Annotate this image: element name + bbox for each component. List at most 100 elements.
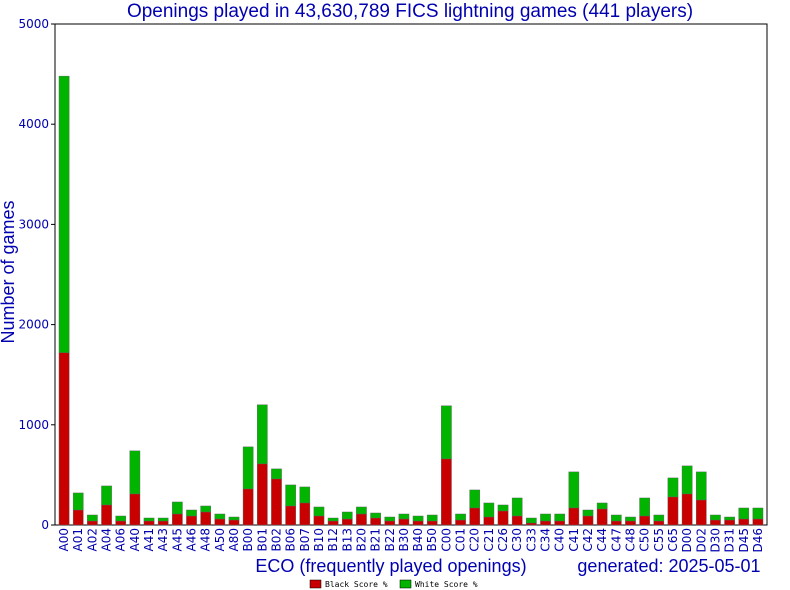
x-tick-label: C33 [524,528,538,552]
bar-black-score [526,522,537,526]
bar-black-score [511,515,523,526]
x-axis: A00 A01 A02 A04 A06 A40 A41 A43 A45 A46 A48 A50 A80 B… [57,528,765,553]
bar-white-score [313,506,325,517]
bar-black-score [724,519,735,526]
bar-white-score [568,471,580,509]
x-tick-label: D45 [737,528,751,553]
bar-black-score [611,520,622,526]
x-tick-label: B06 [284,528,298,552]
y-tick-label: 2000 [18,318,49,332]
bar-black-score [87,520,98,526]
x-tick-label: C47 [609,528,623,552]
bar-black-score [313,515,325,526]
x-tick-label: D31 [723,528,737,553]
bar-white-score [129,450,141,495]
bar-black-score [582,515,594,526]
bar-black-score [200,511,211,526]
plot-area [54,23,768,526]
bar-black-score [667,496,679,526]
x-axis-title: ECO (frequently played openings) [255,556,526,576]
x-tick-label: C00 [439,528,453,552]
bar-black-score [72,509,84,526]
x-tick-label: B12 [326,528,340,552]
y-tick-label: 5000 [18,17,49,31]
bar-white-score [356,506,367,515]
bar-white-score [172,501,183,515]
x-tick-label: A06 [114,528,128,551]
bar-white-score [115,515,127,522]
bar-black-score [469,507,481,526]
x-tick-label: A41 [142,528,156,551]
bar-black-score [398,518,410,526]
x-tick-label: D00 [680,528,694,553]
bar-black-score [157,520,169,526]
bar-white-score [384,516,396,522]
x-tick-label: B02 [269,528,283,552]
bar-white-score [186,509,197,517]
y-axis: 0 1000 2000 3000 4000 5000 [18,17,55,532]
bar-black-score [242,488,254,526]
x-tick-label: C34 [539,528,553,552]
bar-white-score [540,513,551,522]
bar-white-score [426,514,438,522]
bar-black-score [186,515,197,526]
bar-white-score [681,465,693,495]
x-tick-label: C50 [638,528,652,552]
bar-white-score [596,502,608,510]
x-tick-label: A46 [185,528,199,551]
bars [58,75,764,526]
bar-white-score [72,492,84,511]
bar-black-score [752,518,764,526]
bar-white-score [257,404,268,465]
legend: Black Score % White Score % [309,579,478,589]
bar-white-score [157,517,169,522]
bar-white-score [327,517,339,522]
bar-black-score [483,516,495,526]
bar-black-score [129,493,141,526]
bar-white-score [582,509,594,517]
y-tick-label: 0 [41,518,49,532]
x-tick-label: C65 [666,528,680,552]
bar-white-score [412,515,424,522]
x-tick-label: C40 [553,528,567,552]
bar-black-score [143,520,155,526]
bar-black-score [540,520,551,526]
y-tick-label: 4000 [18,117,49,131]
x-tick-label: A04 [100,528,114,551]
bar-white-score [710,514,721,521]
bar-white-score [299,486,311,504]
x-tick-label: A50 [213,528,227,551]
x-tick-label: A45 [170,528,184,551]
x-tick-label: D46 [751,528,765,553]
legend-swatch-white [399,579,412,589]
bar-white-score [242,446,254,490]
bar-white-score [497,504,509,512]
x-tick-label: C26 [496,528,510,552]
bar-black-score [271,478,282,526]
bar-white-score [738,507,750,520]
x-tick-label: C30 [510,528,524,552]
bar-black-score [625,520,636,526]
x-tick-label: B30 [397,528,411,552]
x-tick-label: B22 [383,528,397,552]
bar-white-score [526,517,537,524]
bar-white-score [370,512,381,519]
legend-label-black: Black Score % [325,580,388,589]
legend-swatch-black [309,579,322,589]
x-tick-label: B01 [255,528,269,552]
bar-black-score [214,518,226,526]
x-tick-label: C42 [581,528,595,552]
x-tick-label: C44 [595,528,609,552]
bar-black-score [172,513,183,526]
x-tick-label: B13 [340,528,354,552]
bar-black-score [554,520,565,526]
bar-black-score [356,513,367,526]
y-tick-label: 1000 [18,418,49,432]
bar-black-score [695,499,707,526]
x-tick-label: A02 [85,528,99,551]
bar-black-score [257,463,268,526]
bar-black-score [497,510,509,526]
x-tick-label: B10 [312,528,326,552]
bar-black-score [653,520,665,526]
bar-black-score [639,515,650,526]
